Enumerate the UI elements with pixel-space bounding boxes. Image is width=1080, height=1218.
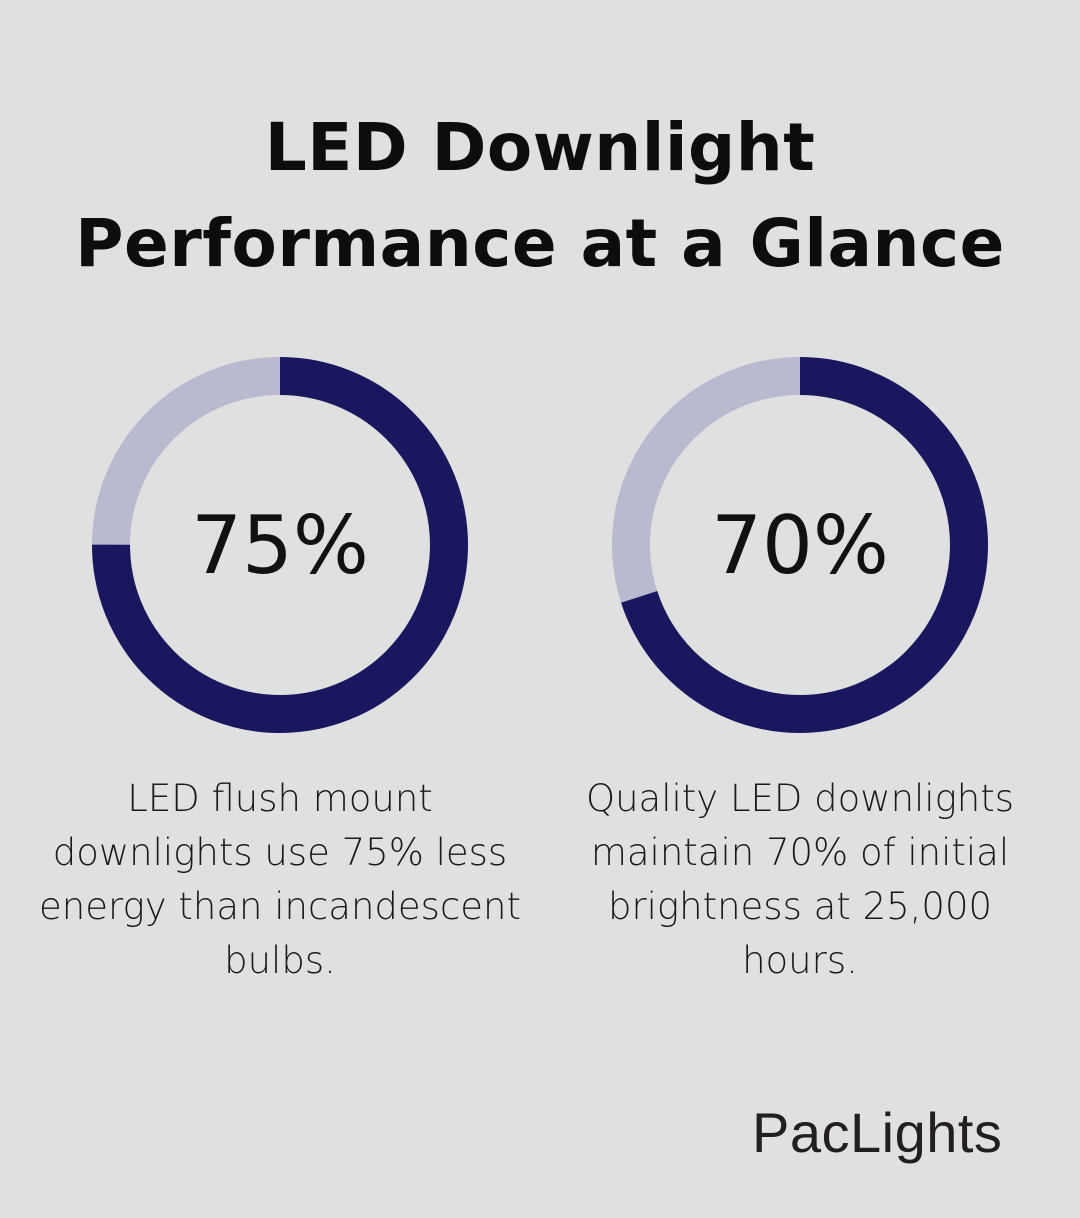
donut-value-segment xyxy=(92,357,468,733)
donut-svg-0 xyxy=(92,357,468,733)
paclights-logo: PacLights xyxy=(752,1101,1003,1164)
donut-value-label: 70% xyxy=(711,498,889,592)
donut-chart-brightness: 70% xyxy=(605,350,995,740)
title-line-2: Performance at a Glance xyxy=(75,205,1005,282)
donut-chart-energy: 75% xyxy=(85,350,475,740)
description-brightness: Quality LED downlights maintain 70% of i… xyxy=(585,777,1015,982)
page-title: LED Downlight Performance at a Glance xyxy=(0,100,1080,292)
title-line-1: LED Downlight xyxy=(264,109,816,186)
donut-svg-1 xyxy=(612,357,988,733)
donut-value-segment xyxy=(612,357,988,733)
description-energy: LED flush mount downlights use 75% less … xyxy=(38,777,522,982)
donut-value-label: 75% xyxy=(191,498,369,592)
